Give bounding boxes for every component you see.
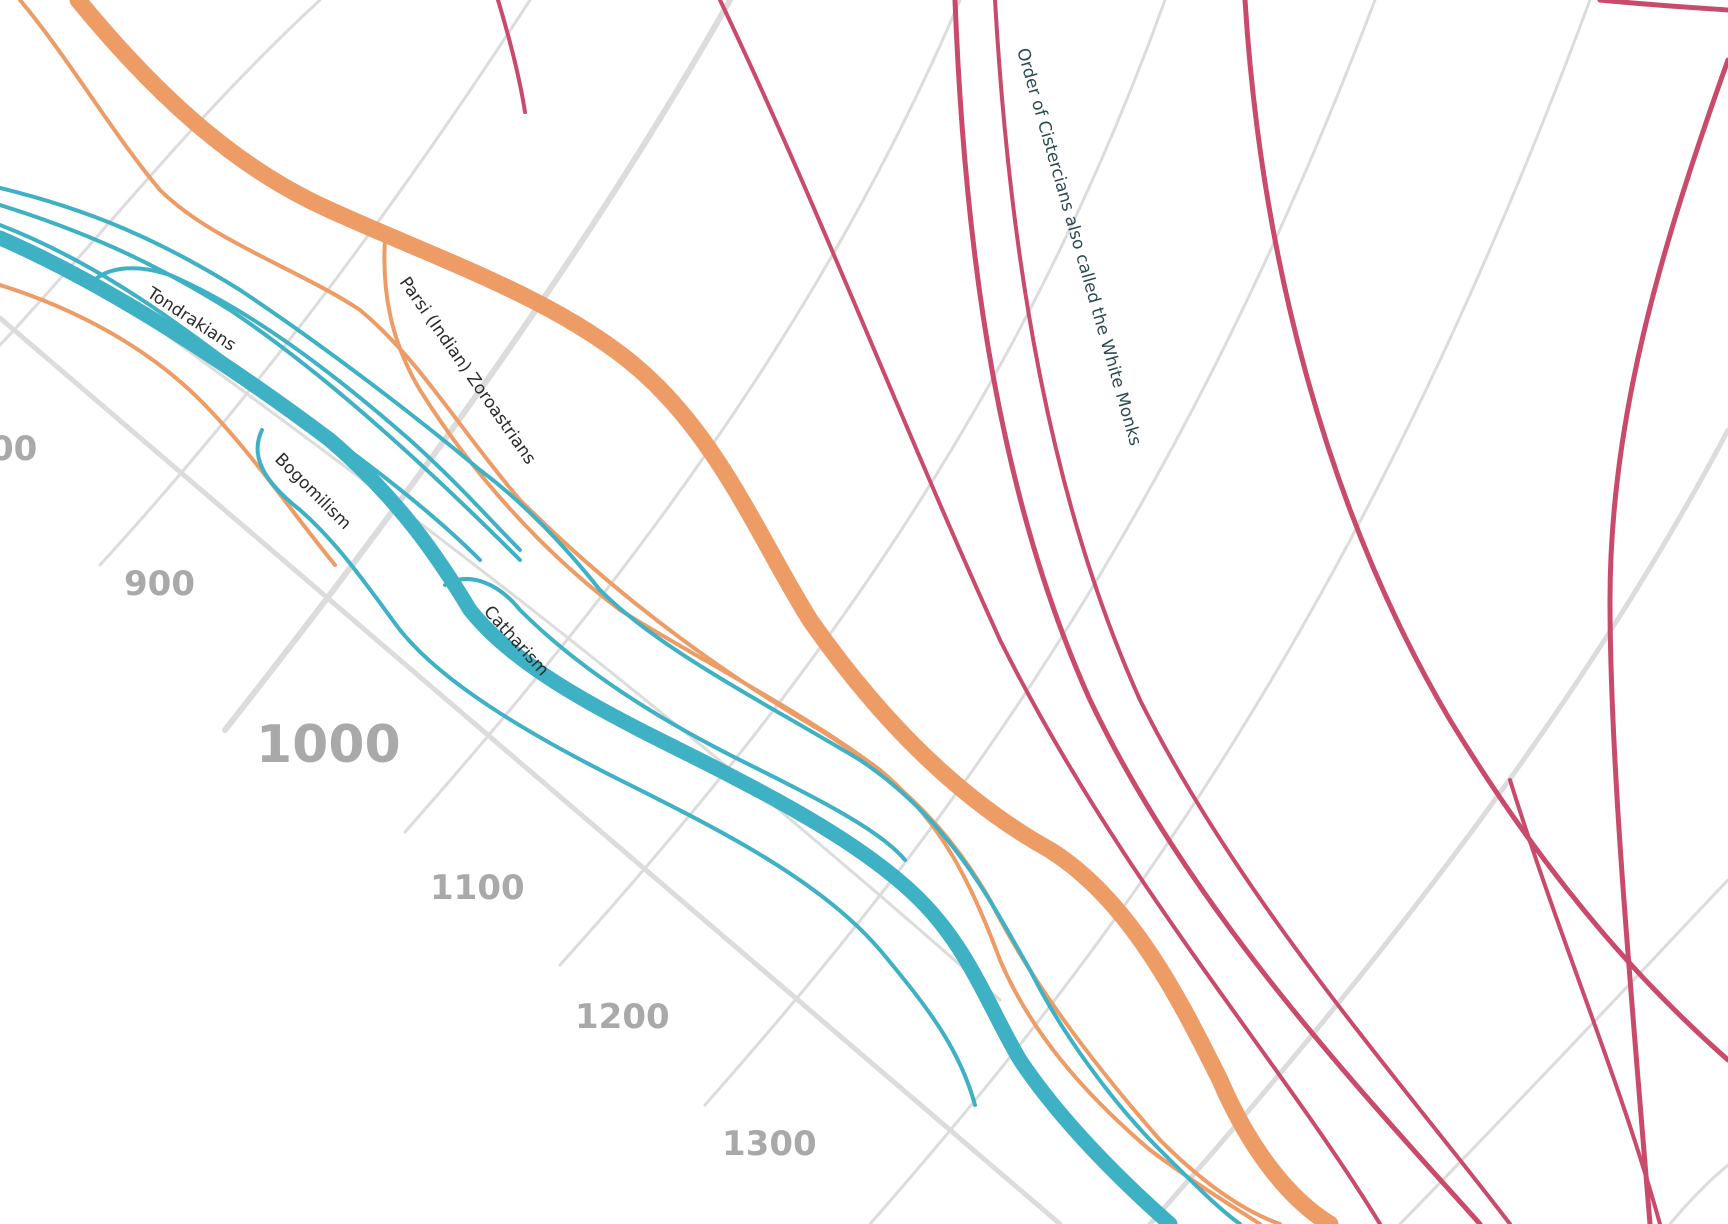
orange-lower-line bbox=[0, 283, 337, 567]
crimson-line bbox=[718, 0, 1382, 1224]
grid-line bbox=[0, 0, 322, 347]
orange-thin-line bbox=[18, 0, 1282, 1224]
teal-thin-line bbox=[0, 203, 522, 562]
grid-line bbox=[158, 328, 1002, 1002]
year-label-1000: 1000 bbox=[256, 715, 401, 775]
cistercians-line-inner bbox=[993, 0, 1512, 1224]
year-label-1300: 1300 bbox=[722, 1124, 817, 1164]
year-label-1200: 1200 bbox=[575, 997, 670, 1037]
teal-lines bbox=[0, 186, 1242, 1224]
grid-line bbox=[1668, 1163, 1728, 1224]
catharism-line bbox=[443, 577, 907, 862]
year-label-1100: 1100 bbox=[430, 868, 525, 908]
crimson-line-short bbox=[496, 0, 527, 114]
grid-line bbox=[0, 315, 1063, 1224]
grid-line bbox=[868, 0, 1592, 1224]
crimson-line bbox=[1242, 0, 1728, 1063]
crimson-lines bbox=[496, 0, 1728, 1224]
crimson-line bbox=[1607, 57, 1728, 1224]
bogomilism-line bbox=[255, 428, 977, 1107]
grid-line bbox=[1398, 878, 1728, 1224]
teal-thick-line bbox=[0, 230, 1178, 1224]
crimson-line bbox=[1597, 0, 1728, 13]
cistercians-line-outer bbox=[952, 0, 1483, 1224]
year-labels: 00 900 1000 1100 1200 1300 bbox=[0, 429, 817, 1164]
year-label-900: 900 bbox=[124, 564, 195, 604]
year-label-800: 00 bbox=[0, 429, 37, 469]
grid-line bbox=[222, 0, 733, 733]
parsi-zoroastrians-line bbox=[382, 238, 1262, 1224]
tondrakians-line bbox=[90, 266, 522, 552]
orange-thick-line bbox=[69, 0, 1339, 1224]
orange-lines bbox=[0, 0, 1339, 1224]
teal-thin-line bbox=[0, 223, 482, 562]
grid-line bbox=[703, 0, 1377, 1107]
teal-thin-line bbox=[0, 186, 1242, 1224]
grid-line bbox=[558, 0, 1167, 967]
crimson-line bbox=[1508, 778, 1662, 1224]
